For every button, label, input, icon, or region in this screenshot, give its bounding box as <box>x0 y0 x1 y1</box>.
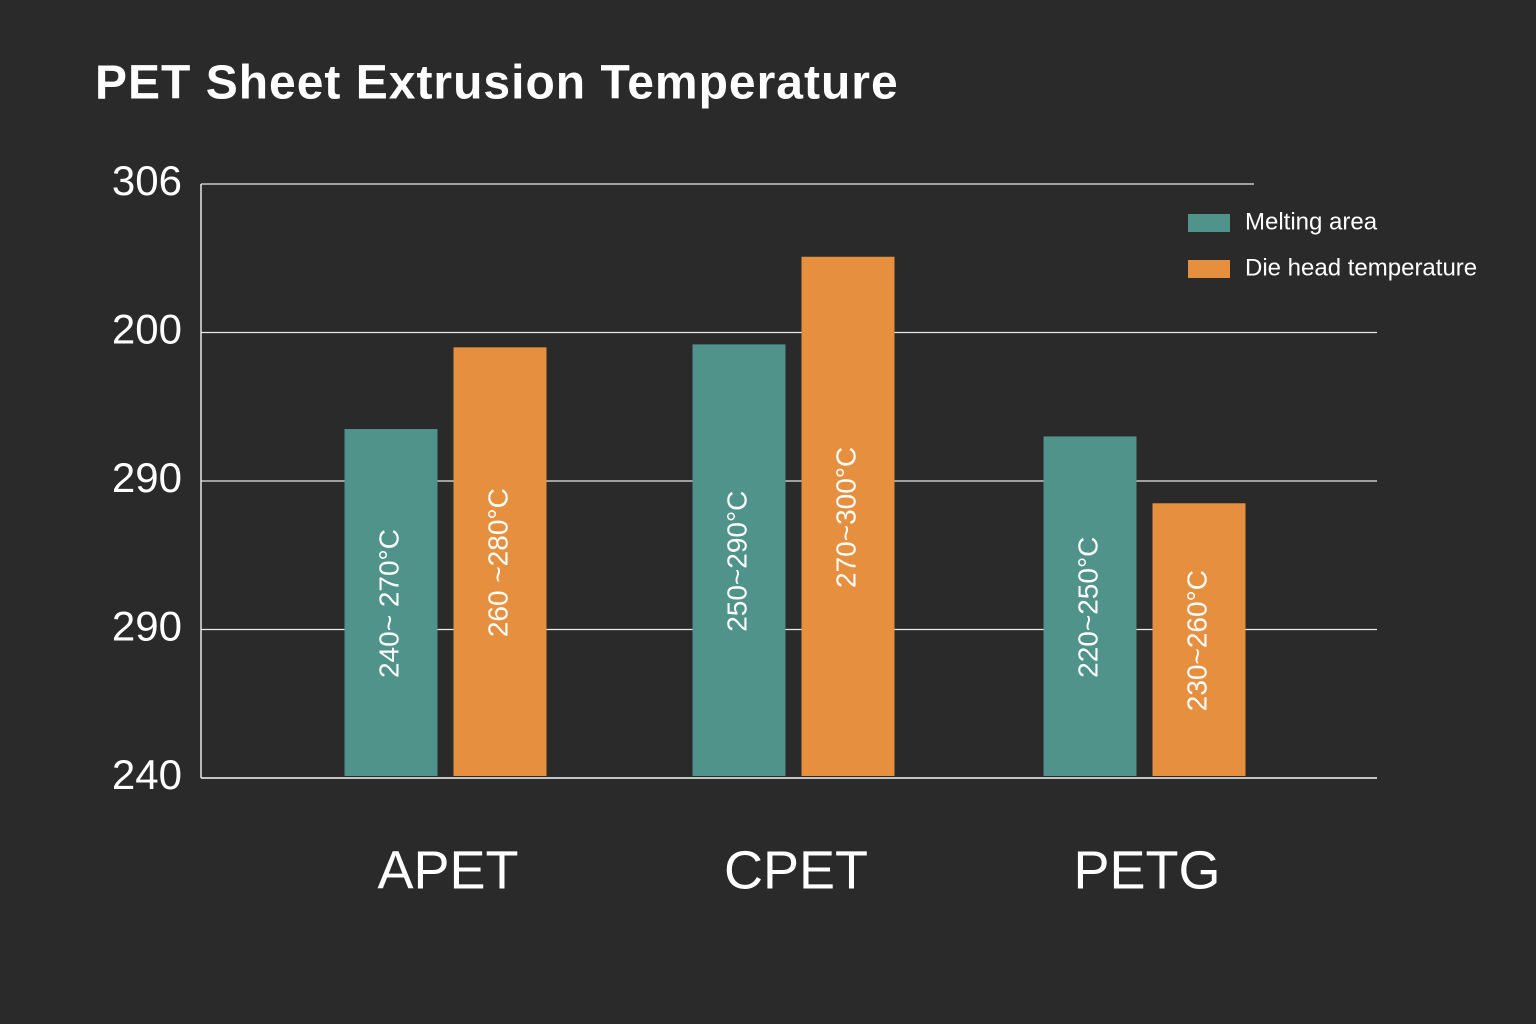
chart-title: PET Sheet Extrusion Temperature <box>95 57 899 110</box>
bar-label: 240~ 270°C <box>373 529 404 678</box>
bar-label: 270~300°C <box>830 447 861 588</box>
legend-swatch <box>1188 260 1230 278</box>
bar-label: 250~290°C <box>721 491 752 632</box>
y-tick-label: 290 <box>112 603 182 650</box>
bar <box>801 256 895 776</box>
x-tick-label: PETG <box>1073 840 1220 900</box>
y-tick-label: 306 <box>112 157 182 204</box>
bar <box>1043 436 1137 776</box>
bar <box>453 347 547 776</box>
x-tick-label: APET <box>377 840 518 900</box>
y-tick-label: 290 <box>112 454 182 501</box>
bar <box>344 429 438 776</box>
y-tick-label: 200 <box>112 306 182 353</box>
legend-label: Die head temperature <box>1245 254 1477 281</box>
y-tick-label: 240 <box>112 751 182 798</box>
bar <box>1152 503 1246 776</box>
bar-label: 220~250°C <box>1072 537 1103 678</box>
legend-swatch <box>1188 214 1230 232</box>
legend-label: Melting area <box>1245 208 1378 235</box>
x-tick-label: CPET <box>724 840 868 900</box>
bar <box>692 344 786 776</box>
bar-label: 230~260°C <box>1181 570 1212 711</box>
bar-label: 260 ~280°C <box>482 488 513 637</box>
